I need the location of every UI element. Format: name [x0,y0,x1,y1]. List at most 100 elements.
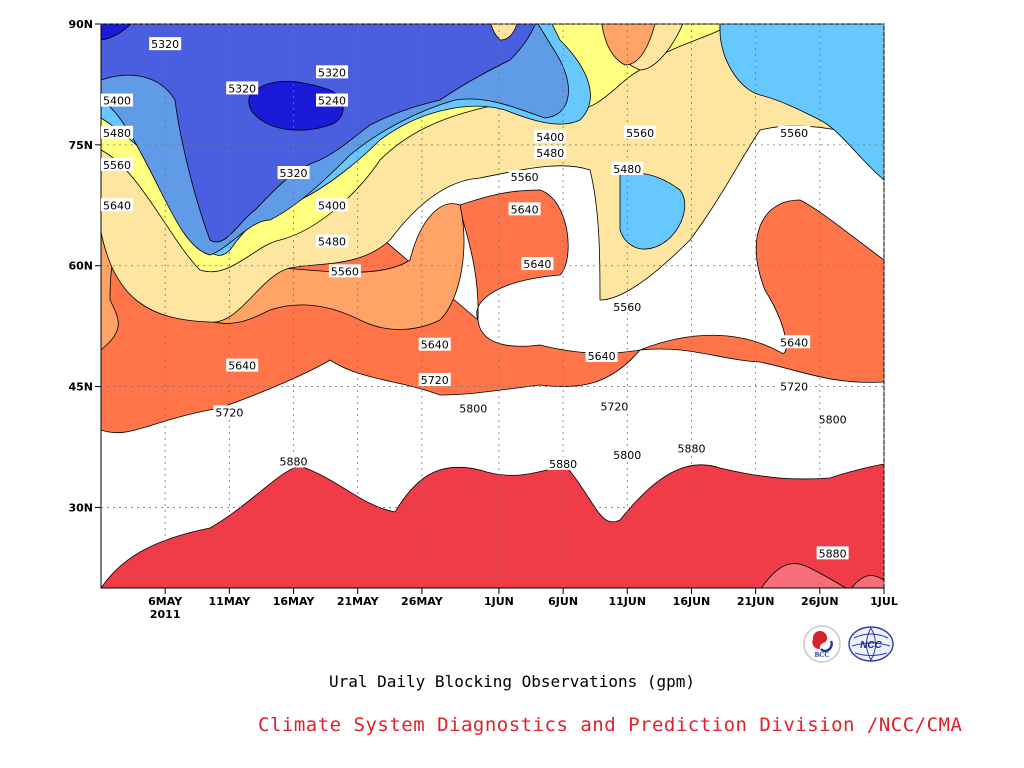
x-tick-year-label: 2011 [150,608,181,621]
chart-subtitle: Ural Daily Blocking Observations (gpm) [328,672,696,691]
contour-label-text: 5640 [103,199,131,212]
contour-label-text: 5560 [626,127,654,140]
bcc-logo-text: BCC [815,651,830,659]
x-tick-label: 1JUN [484,595,514,608]
contour-label-text: 5560 [511,171,539,184]
contour-label: 5640 [778,335,811,349]
contour-label-text: 5400 [103,95,131,108]
contour-label-text: 5400 [318,199,346,212]
x-tick-label: 11MAY [209,595,252,608]
x-tick-label: 26MAY [401,595,444,608]
contour-label: 5240 [316,93,349,108]
contour-chart: 6MAY 11MAY 16MAY 21MAY 26MAY 1JUN 6JUN 11JUN 16J… [68,18,897,621]
x-tick-label: 21JUN [737,595,775,608]
contour-label-bg [101,93,133,107]
contour-label: 5320 [277,166,310,180]
contour-label-text: 5320 [228,82,256,95]
grid-lines [101,23,885,588]
contour-label-bg [226,358,259,372]
contour-label-text: 5720 [780,381,808,394]
contour-label-bg [508,170,541,184]
contour-label: 5560 [101,158,133,172]
contour-label-bg [149,37,182,51]
contour-region [101,463,884,588]
contour-label-bg [101,125,133,139]
contour-label-bg [277,454,310,468]
contour-label-text: 5320 [318,66,346,79]
contour-label: 5720 [598,399,631,414]
contour-labels: 5320 5320 5320 5240 5400 5480 5400 5560 5560 5480… [101,37,849,560]
contour-label-text: 5400 [536,131,564,144]
contour-label-bg [534,129,567,143]
contour-region [760,563,884,588]
contour-label-bg [508,202,541,216]
contour-region [719,24,884,181]
contour-label: 5800 [611,448,644,462]
contour-label: 5400 [316,198,349,212]
contour-label-bg [521,257,554,271]
y-tick-label: 90N [68,18,93,31]
contour-label-text: 5560 [613,301,641,314]
contour-label-bg [316,93,349,107]
contour-region [490,24,518,41]
contour-label-bg [457,401,490,415]
contour-label: 5640 [101,198,133,212]
contour-label-bg [418,337,451,351]
contour-label-bg [778,335,811,349]
x-tick-label: 16MAY [273,595,316,608]
contour-label-bg [101,198,133,212]
contour-region [601,24,656,66]
contour-label: 5560 [328,264,361,278]
contour-label: 5560 [778,125,811,140]
contour-label-text: 5560 [780,127,808,140]
contour-label: 5880 [277,454,310,469]
y-tick-label: 60N [68,260,93,273]
contour-label: 5480 [534,145,567,160]
x-tick-label: 11JUN [609,595,647,608]
contour-label-text: 5640 [523,258,551,271]
contour-label-text: 5880 [677,443,705,456]
contour-label: 5400 [534,129,567,144]
contour-label-text: 5640 [511,203,539,216]
contour-label: 5560 [624,125,657,140]
contour-label-bg [316,234,349,248]
x-tick-label: 6JUN [548,595,578,608]
contour-label: 5640 [418,337,451,352]
contour-label-text: 5480 [103,127,131,140]
contour-label: 5880 [547,456,580,471]
contour-label: 5480 [611,162,644,176]
contour-label-text: 5320 [151,38,179,51]
contour-label-bg [611,299,644,313]
contour-label-text: 5480 [536,147,564,160]
contour-region [248,80,344,131]
contour-label-text: 5800 [819,414,847,427]
contour-label-text: 5800 [613,449,641,462]
contour-label-text: 5560 [103,159,131,172]
contour-label-bg [316,198,349,212]
contour-label-bg [778,125,811,139]
contour-region [101,24,132,41]
contour-label-text: 5480 [318,236,346,249]
contour-label: 5800 [816,412,849,427]
contour-label-text: 5320 [280,167,308,180]
contour-label-text: 5640 [588,350,616,363]
contour-label-bg [534,145,567,159]
contour-label-bg [547,456,580,470]
contour-region [101,24,884,434]
contour-label: 5800 [457,401,490,415]
contour-label: 5880 [675,441,708,456]
contour-label: 5480 [316,234,349,249]
contour-label: 5320 [316,65,349,79]
contour-label: 5640 [585,348,618,363]
contour-label-bg [277,166,310,180]
contour-label-text: 5720 [215,406,243,419]
contour-label-bg [816,546,849,560]
contour-label: 5400 [101,93,133,108]
contour-label-text: 5240 [318,95,346,108]
contour-label-text: 5640 [780,336,808,349]
contour-label: 5880 [816,546,849,560]
contour-label-bg [675,441,708,455]
contour-label: 5720 [418,373,451,387]
contour-label: 5320 [149,37,182,51]
contour-region [619,172,686,250]
